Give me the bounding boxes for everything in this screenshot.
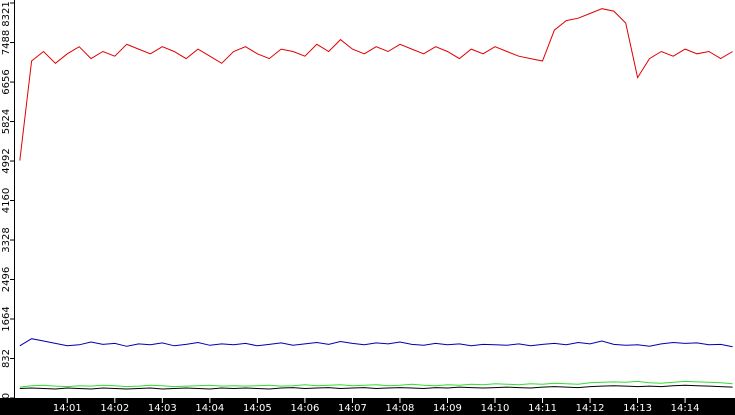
series-line	[19, 8, 733, 161]
x-axis-bar	[0, 398, 735, 415]
y-tick-label: 2496	[1, 267, 12, 292]
y-tick-label: 6656	[1, 69, 12, 94]
y-tick-label: 7488	[1, 30, 12, 55]
x-tick-label: 14:11	[528, 403, 557, 414]
x-tick-label: 14:01	[53, 403, 82, 414]
y-tick-label: 3328	[1, 227, 12, 252]
y-tick-label: 4992	[1, 148, 12, 173]
y-tick-label: 8321	[1, 1, 12, 26]
y-tick-label: 4160	[1, 188, 12, 213]
x-tick-label: 14:06	[290, 403, 319, 414]
y-tick-label: 832	[1, 349, 12, 368]
x-tick-label: 14:04	[195, 403, 224, 414]
x-tick-label: 14:14	[671, 403, 700, 414]
x-tick-label: 14:13	[623, 403, 652, 414]
y-tick-label: 1664	[1, 306, 12, 331]
x-tick-label: 14:02	[100, 403, 129, 414]
x-tick-label: 14:05	[243, 403, 272, 414]
series-line	[19, 380, 733, 388]
series-line	[19, 338, 733, 348]
x-tick-label: 14:12	[576, 403, 605, 414]
x-tick-label: 14:08	[386, 403, 415, 414]
series-line	[19, 384, 733, 390]
x-tick-label: 14:10	[481, 403, 510, 414]
y-tick-label: 0	[1, 393, 12, 399]
x-tick-label: 14:07	[338, 403, 367, 414]
y-tick-label: 5824	[1, 109, 12, 134]
x-tick-label: 14:09	[433, 403, 462, 414]
x-tick-label: 14:03	[148, 403, 177, 414]
